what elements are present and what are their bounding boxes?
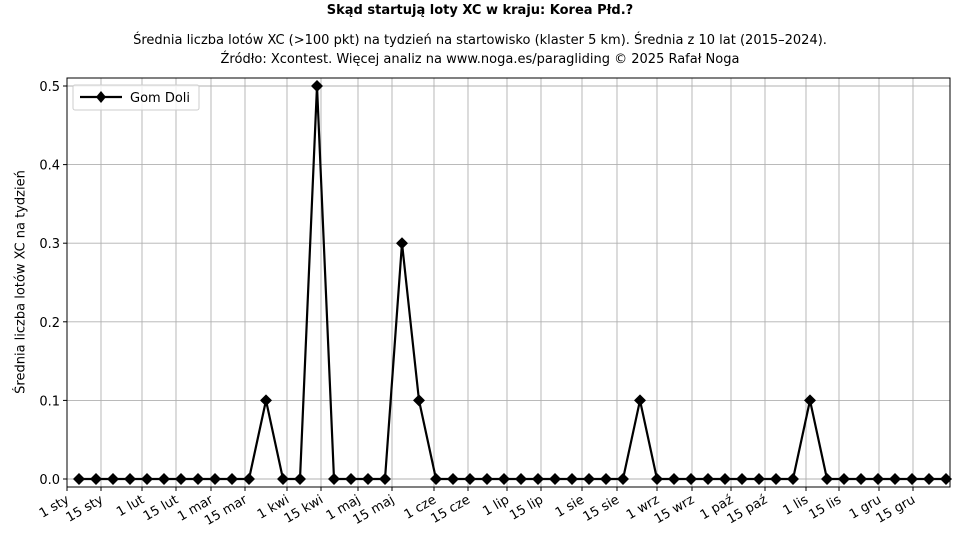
diamond-marker-icon (328, 473, 340, 485)
diamond-marker-icon (566, 473, 578, 485)
x-tick-label: 15 gru (874, 492, 918, 526)
plot-frame (66, 77, 951, 488)
diamond-marker-icon (770, 473, 782, 485)
diamond-marker-icon (532, 473, 544, 485)
series-line (79, 84, 946, 481)
x-tick-label: 15 cze (429, 492, 473, 526)
x-tick-label: 15 wrz (652, 492, 697, 527)
diamond-marker-icon (787, 473, 799, 485)
diamond-marker-icon (141, 473, 153, 485)
grid-lines (66, 78, 950, 487)
x-tick-label: 15 sie (581, 492, 622, 525)
diamond-marker-icon (447, 473, 459, 485)
y-tick-label: 0.2 (39, 316, 60, 331)
diamond-marker-icon (634, 394, 646, 407)
chart-subtitle-line2: Źródło: Xcontest. Więcej analiz na www.n… (220, 52, 740, 67)
x-tick-label: 15 lut (141, 492, 181, 524)
diamond-marker-icon (73, 473, 85, 485)
diamond-marker-icon (294, 473, 306, 485)
diamond-marker-icon (872, 473, 884, 485)
diamond-marker-icon (736, 473, 748, 485)
diamond-marker-icon (583, 473, 595, 485)
diamond-marker-icon (549, 473, 561, 485)
diamond-marker-icon (209, 473, 221, 485)
diamond-marker-icon (396, 237, 408, 250)
data-series-gom-doli (73, 80, 952, 485)
diamond-marker-icon (158, 473, 170, 485)
chart-title: Skąd startują loty XC w kraju: Korea Płd… (326, 3, 634, 18)
y-tick-label: 0.3 (39, 237, 60, 252)
diamond-marker-icon (90, 473, 102, 485)
diamond-marker-icon (753, 473, 765, 485)
diamond-marker-icon (906, 473, 918, 485)
diamond-marker-icon (617, 473, 629, 485)
x-tick-label: 15 lip (507, 492, 546, 523)
legend-label: Gom Doli (130, 91, 190, 106)
x-tick-label: 15 kwi (282, 492, 326, 526)
diamond-marker-icon (430, 473, 442, 485)
y-tick-label: 0.4 (39, 159, 60, 174)
diamond-marker-icon (226, 473, 238, 485)
x-tick-label: 1 lip (480, 492, 512, 519)
diamond-marker-icon (821, 473, 833, 485)
legend-diamond-marker-icon (96, 91, 106, 103)
diamond-marker-icon (498, 473, 510, 485)
diamond-marker-icon (413, 394, 425, 407)
diamond-marker-icon (668, 473, 680, 485)
x-tick-label: 1 lut (114, 492, 147, 520)
diamond-marker-icon (379, 473, 391, 485)
y-tick-label: 0.0 (39, 473, 60, 488)
y-tick-label: 0.1 (39, 394, 60, 409)
x-tick-label: 15 lis (806, 492, 844, 522)
diamond-marker-icon (192, 473, 204, 485)
diamond-marker-icon (600, 473, 612, 485)
diamond-marker-icon (107, 473, 119, 485)
x-tick-label: 1 lis (781, 492, 812, 518)
diamond-marker-icon (719, 473, 731, 485)
x-tick-label: 1 sie (553, 492, 587, 520)
chart-subtitle-line1: Średnia liczba lotów XC (>100 pkt) na ty… (133, 33, 827, 48)
legend: Gom Doli (72, 84, 200, 111)
diamond-marker-icon (311, 80, 323, 92)
diamond-marker-icon (175, 473, 187, 485)
diamond-marker-icon (481, 473, 493, 485)
diamond-marker-icon (464, 473, 476, 485)
diamond-marker-icon (515, 473, 527, 485)
legend-box (72, 84, 200, 111)
y-axis-ticks: 0.0 0.1 0.2 0.3 0.4 0.5 (39, 80, 67, 488)
diamond-marker-icon (124, 473, 136, 485)
diamond-marker-icon (702, 473, 714, 485)
x-tick-label: 15 sty (64, 492, 107, 525)
diamond-marker-icon (923, 473, 935, 485)
diamond-marker-icon (362, 473, 374, 485)
diamond-marker-icon (889, 473, 901, 485)
diamond-marker-icon (243, 473, 255, 485)
diamond-marker-icon (855, 473, 867, 485)
diamond-marker-icon (651, 473, 663, 485)
y-tick-label: 0.5 (39, 80, 60, 95)
diamond-marker-icon (260, 394, 272, 407)
diamond-marker-icon (804, 394, 816, 407)
diamond-marker-icon (838, 473, 850, 485)
diamond-marker-icon (685, 473, 697, 485)
diamond-marker-icon (940, 473, 952, 485)
diamond-marker-icon (345, 473, 357, 485)
diamond-marker-icon (277, 473, 289, 485)
